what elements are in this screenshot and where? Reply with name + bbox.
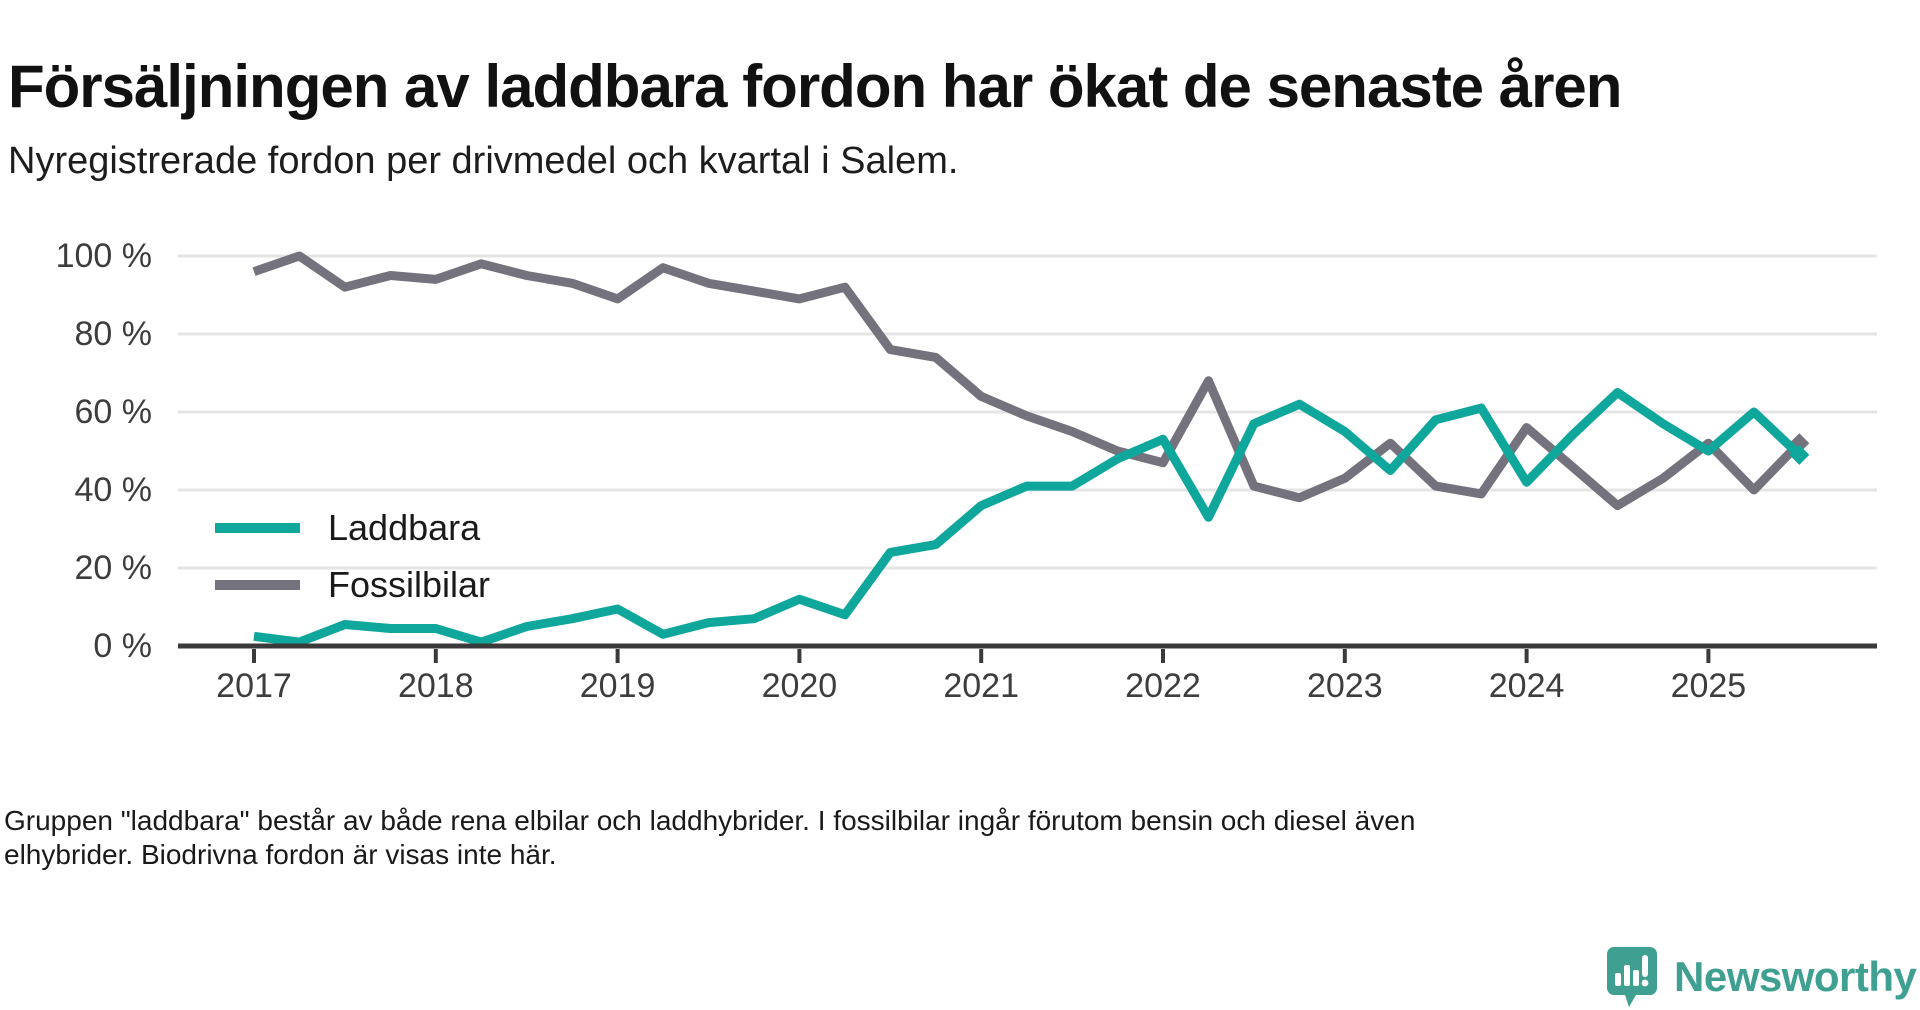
legend-label-fossilbilar: Fossilbilar xyxy=(328,564,491,605)
chart-legend: Laddbara Fossilbilar xyxy=(215,505,490,619)
page-title: Försäljningen av laddbara fordon har öka… xyxy=(8,53,1622,121)
x-axis-label-2022: 2022 xyxy=(1125,667,1201,705)
y-axis-label-80: 80 % xyxy=(74,315,153,353)
x-axis-label-2017: 2017 xyxy=(216,667,292,705)
x-axis-label-2023: 2023 xyxy=(1306,667,1383,705)
legend-item-fossilbilar: Fossilbilar xyxy=(215,562,490,608)
y-axis-label-0: 0 % xyxy=(93,627,152,665)
y-axis-label-60: 60 % xyxy=(74,393,153,431)
chart-footnote: Gruppen "laddbara" består av både rena e… xyxy=(4,805,1416,870)
legend-item-laddbara: Laddbara xyxy=(215,505,490,551)
newsworthy-logo: Newsworthy xyxy=(1606,946,1917,1008)
laddbara-line-swatch xyxy=(215,523,300,533)
y-axis-label-40: 40 % xyxy=(74,471,153,509)
x-axis-label-2024: 2024 xyxy=(1488,667,1565,705)
fossilbilar-line-swatch xyxy=(215,580,300,590)
y-axis-label-20: 20 % xyxy=(74,549,153,587)
newsworthy-speech-bubble-icon xyxy=(1607,947,1657,1007)
x-axis-label-2021: 2021 xyxy=(943,667,1019,705)
x-axis-label-2019: 2019 xyxy=(579,667,656,705)
end-marker-laddbara xyxy=(1789,444,1810,465)
y-axis-label-100: 100 % xyxy=(55,237,152,275)
x-axis-label-2018: 2018 xyxy=(397,667,474,705)
newsworthy-logo-text: Newsworthy xyxy=(1674,953,1917,1000)
line-laddbara xyxy=(253,388,1803,647)
line-fossilbilar xyxy=(252,251,1803,511)
x-axis-label-2020: 2020 xyxy=(761,667,838,705)
chart-subtitle: Nyregistrerade fordon per drivmedel och … xyxy=(8,140,959,182)
x-axis-label-2025: 2025 xyxy=(1670,667,1747,705)
legend-label-laddbara: Laddbara xyxy=(328,507,481,548)
